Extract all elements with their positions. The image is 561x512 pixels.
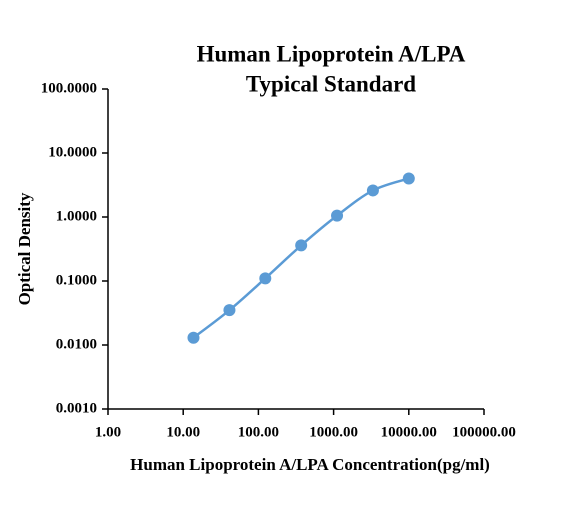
point	[366, 184, 379, 197]
x-axis-label: Human Lipoprotein A/LPA Concentration(pg…	[130, 455, 490, 474]
y-tick-label: 0.0100	[56, 336, 97, 352]
point	[223, 304, 236, 317]
y-tick-label: 1.0000	[56, 208, 97, 224]
x-tick-label: 100000.00	[452, 424, 516, 440]
x-tick-label: 100.00	[238, 424, 279, 440]
y-tick-label: 0.0010	[56, 400, 97, 416]
x-tick-label: 1000.00	[309, 424, 358, 440]
chart-title: Typical Standard	[246, 71, 416, 96]
point	[402, 172, 415, 185]
y-tick-label: 0.1000	[56, 272, 97, 288]
x-tick-label: 10.00	[166, 424, 200, 440]
y-tick-label: 100.0000	[41, 80, 97, 96]
x-tick-label: 10000.00	[381, 424, 437, 440]
point	[331, 209, 344, 222]
point	[295, 239, 308, 252]
y-tick-label: 10.0000	[48, 144, 97, 160]
point	[259, 272, 272, 285]
y-axis-label: Optical Density	[15, 192, 34, 305]
x-tick-label: 1.00	[95, 424, 121, 440]
point	[187, 331, 200, 344]
chart-title: Human Lipoprotein A/LPA	[197, 41, 466, 66]
